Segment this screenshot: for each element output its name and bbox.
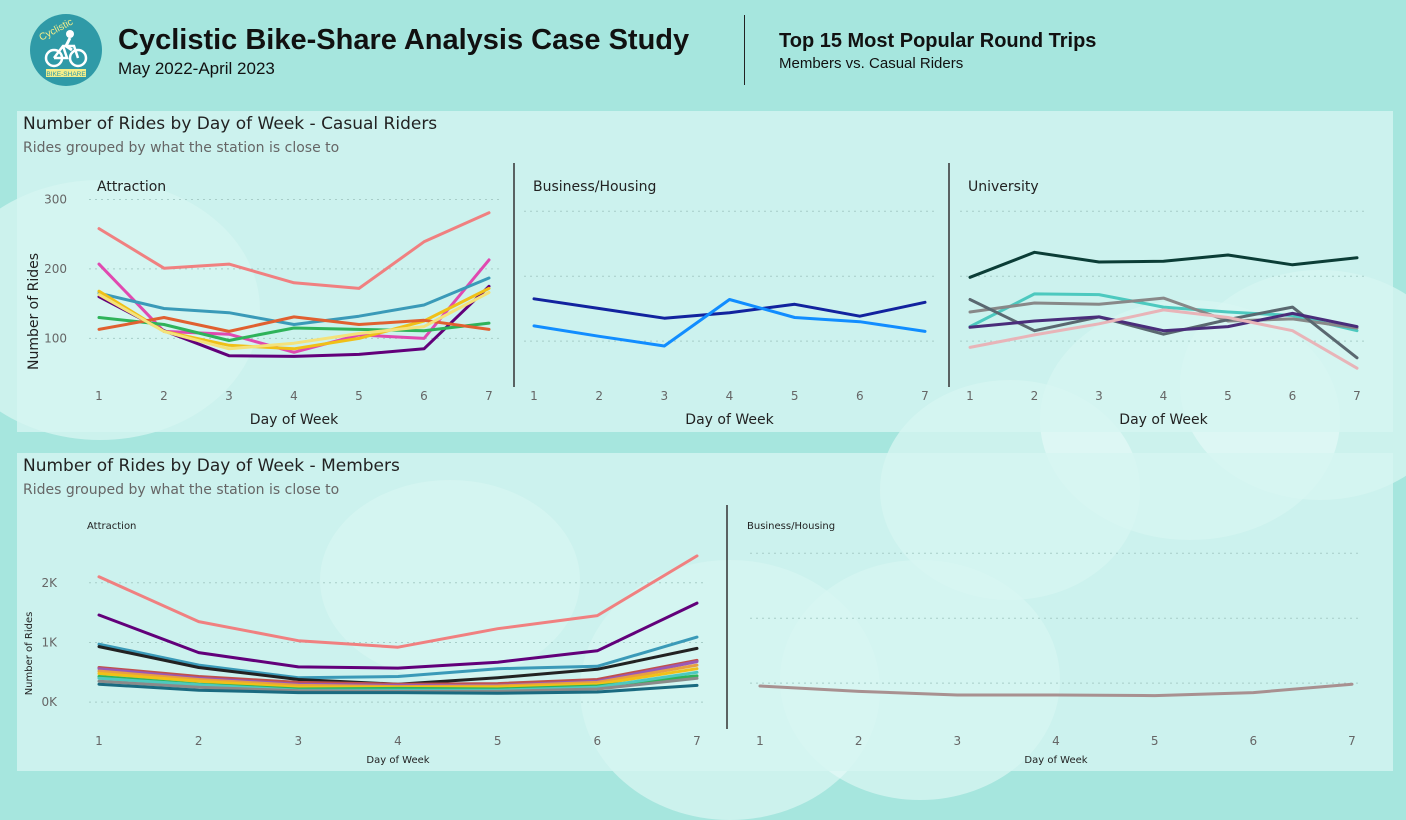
series-line-12[interactable] bbox=[97, 682, 699, 695]
chart-title: University bbox=[968, 179, 1039, 195]
series-line-3[interactable] bbox=[97, 276, 491, 326]
series-line-8[interactable] bbox=[97, 291, 491, 351]
y-tick-label: 2K bbox=[41, 576, 58, 590]
panel-title: Number of Rides by Day of Week - Members bbox=[23, 456, 400, 476]
x-axis-label: Day of Week bbox=[1024, 755, 1087, 766]
x-tick-label: 5 bbox=[1224, 389, 1232, 403]
x-tick-label: 2 bbox=[195, 734, 203, 748]
x-tick-label: 3 bbox=[1095, 389, 1103, 403]
x-tick-label: 1 bbox=[95, 734, 103, 748]
x-tick-label: 3 bbox=[225, 389, 233, 403]
x-tick-label: 2 bbox=[595, 389, 603, 403]
x-tick-label: 6 bbox=[594, 734, 602, 748]
panel-subtitle: Rides grouped by what the station is clo… bbox=[23, 140, 340, 156]
x-axis-label: Day of Week bbox=[1119, 412, 1208, 428]
x-tick-label: 1 bbox=[756, 734, 764, 748]
members-chart: Attraction 0K 1K 2K Number of Rides 1 2 3 4 5 6 7 Da… bbox=[24, 505, 1362, 766]
casual-riders-panel: Number of Rides by Day of Week - Casual … bbox=[17, 111, 1393, 432]
x-tick-label: 2 bbox=[1031, 389, 1039, 403]
x-axis-label: Day of Week bbox=[250, 412, 339, 428]
y-tick-label: 100 bbox=[44, 331, 67, 345]
series-line-4[interactable] bbox=[968, 298, 1359, 360]
series-line-1[interactable] bbox=[968, 250, 1359, 279]
chart-title: Attraction bbox=[97, 179, 166, 195]
series-line-3[interactable] bbox=[968, 296, 1359, 330]
chart-attraction-casual: Attraction 100 200 300 Number of Rides 1 2 3 4 5 6… bbox=[26, 179, 499, 428]
report-date-range: May 2022-April 2023 bbox=[118, 59, 275, 78]
x-axis-label: Day of Week bbox=[366, 755, 429, 766]
series-line-6[interactable] bbox=[97, 316, 491, 342]
x-tick-label: 3 bbox=[661, 389, 669, 403]
x-tick-label: 4 bbox=[1052, 734, 1060, 748]
y-tick-label: 200 bbox=[44, 262, 67, 276]
x-tick-label: 5 bbox=[355, 389, 363, 403]
x-tick-label: 7 bbox=[1353, 389, 1361, 403]
chart-title: Attraction bbox=[87, 521, 136, 532]
side-subtitle: Members vs. Casual Riders bbox=[779, 55, 964, 72]
series-line-5[interactable] bbox=[968, 311, 1359, 333]
x-axis-label: Day of Week bbox=[685, 412, 774, 428]
x-tick-label: 6 bbox=[1289, 389, 1297, 403]
bicycle-logo-icon: Cyclistic BIKE-SHARE bbox=[37, 17, 88, 78]
side-title: Top 15 Most Popular Round Trips bbox=[779, 30, 1097, 52]
y-axis-label: Number of Rides bbox=[24, 612, 35, 696]
casual-riders-chart: Attraction 100 200 300 Number of Rides 1 2 3 4 5 6… bbox=[26, 163, 1367, 428]
series-line-1[interactable] bbox=[532, 297, 927, 320]
x-tick-label: 7 bbox=[1348, 734, 1356, 748]
x-tick-label: 4 bbox=[1160, 389, 1168, 403]
x-tick-label: 5 bbox=[1151, 734, 1159, 748]
series-line-1[interactable] bbox=[97, 554, 699, 649]
x-tick-label: 4 bbox=[726, 389, 734, 403]
series-line-7[interactable] bbox=[97, 315, 491, 333]
y-tick-label: 1K bbox=[41, 635, 58, 649]
chart-attraction-members: Attraction 0K 1K 2K Number of Rides 1 2 3 4 5 6 7 Da… bbox=[24, 521, 707, 766]
x-tick-label: 2 bbox=[855, 734, 863, 748]
chart-title: Business/Housing bbox=[533, 179, 656, 195]
x-tick-label: 4 bbox=[394, 734, 402, 748]
series-line-2[interactable] bbox=[532, 298, 927, 348]
y-axis-label: Number of Rides bbox=[26, 253, 42, 370]
y-tick-label: 0K bbox=[41, 695, 58, 709]
x-tick-label: 6 bbox=[420, 389, 428, 403]
series-line-1[interactable] bbox=[97, 211, 491, 290]
chart-university-casual: University 1 2 3 4 5 6 7 Day of Week bbox=[960, 179, 1367, 428]
members-panel: Number of Rides by Day of Week - Members… bbox=[17, 453, 1393, 771]
series-line-1[interactable] bbox=[758, 682, 1354, 698]
x-tick-label: 6 bbox=[1250, 734, 1258, 748]
series-line-2[interactable] bbox=[968, 292, 1359, 333]
x-tick-label: 5 bbox=[494, 734, 502, 748]
series-line-3[interactable] bbox=[97, 635, 699, 680]
chart-business-housing-casual: Business/Housing 1 2 3 4 5 6 7 Day of Week bbox=[524, 179, 935, 428]
chart-business-housing-members: Business/Housing 1 2 3 4 5 6 7 Day of Week bbox=[747, 521, 1362, 766]
y-tick-label: 300 bbox=[44, 192, 67, 206]
x-tick-label: 4 bbox=[290, 389, 298, 403]
series-line-6[interactable] bbox=[968, 308, 1359, 370]
panel-title: Number of Rides by Day of Week - Casual … bbox=[23, 114, 438, 134]
x-tick-label: 2 bbox=[160, 389, 168, 403]
x-tick-label: 7 bbox=[921, 389, 929, 403]
x-tick-label: 1 bbox=[530, 389, 538, 403]
header-divider bbox=[744, 15, 745, 85]
x-tick-label: 6 bbox=[856, 389, 864, 403]
x-tick-label: 7 bbox=[485, 389, 493, 403]
x-tick-label: 1 bbox=[95, 389, 103, 403]
report-title: Cyclistic Bike-Share Analysis Case Study bbox=[118, 24, 690, 56]
x-tick-label: 5 bbox=[791, 389, 799, 403]
x-tick-label: 3 bbox=[954, 734, 962, 748]
x-tick-label: 1 bbox=[966, 389, 974, 403]
logo-text-bottom: BIKE-SHARE bbox=[46, 71, 86, 78]
panel-subtitle: Rides grouped by what the station is clo… bbox=[23, 482, 340, 498]
x-tick-label: 7 bbox=[693, 734, 701, 748]
x-tick-label: 3 bbox=[295, 734, 303, 748]
series-line-2[interactable] bbox=[97, 601, 699, 670]
cyclistic-logo: Cyclistic BIKE-SHARE bbox=[30, 14, 102, 86]
chart-title: Business/Housing bbox=[747, 521, 835, 532]
report-header: Cyclistic BIKE-SHARE Cyclistic Bike-Shar… bbox=[0, 0, 1406, 100]
